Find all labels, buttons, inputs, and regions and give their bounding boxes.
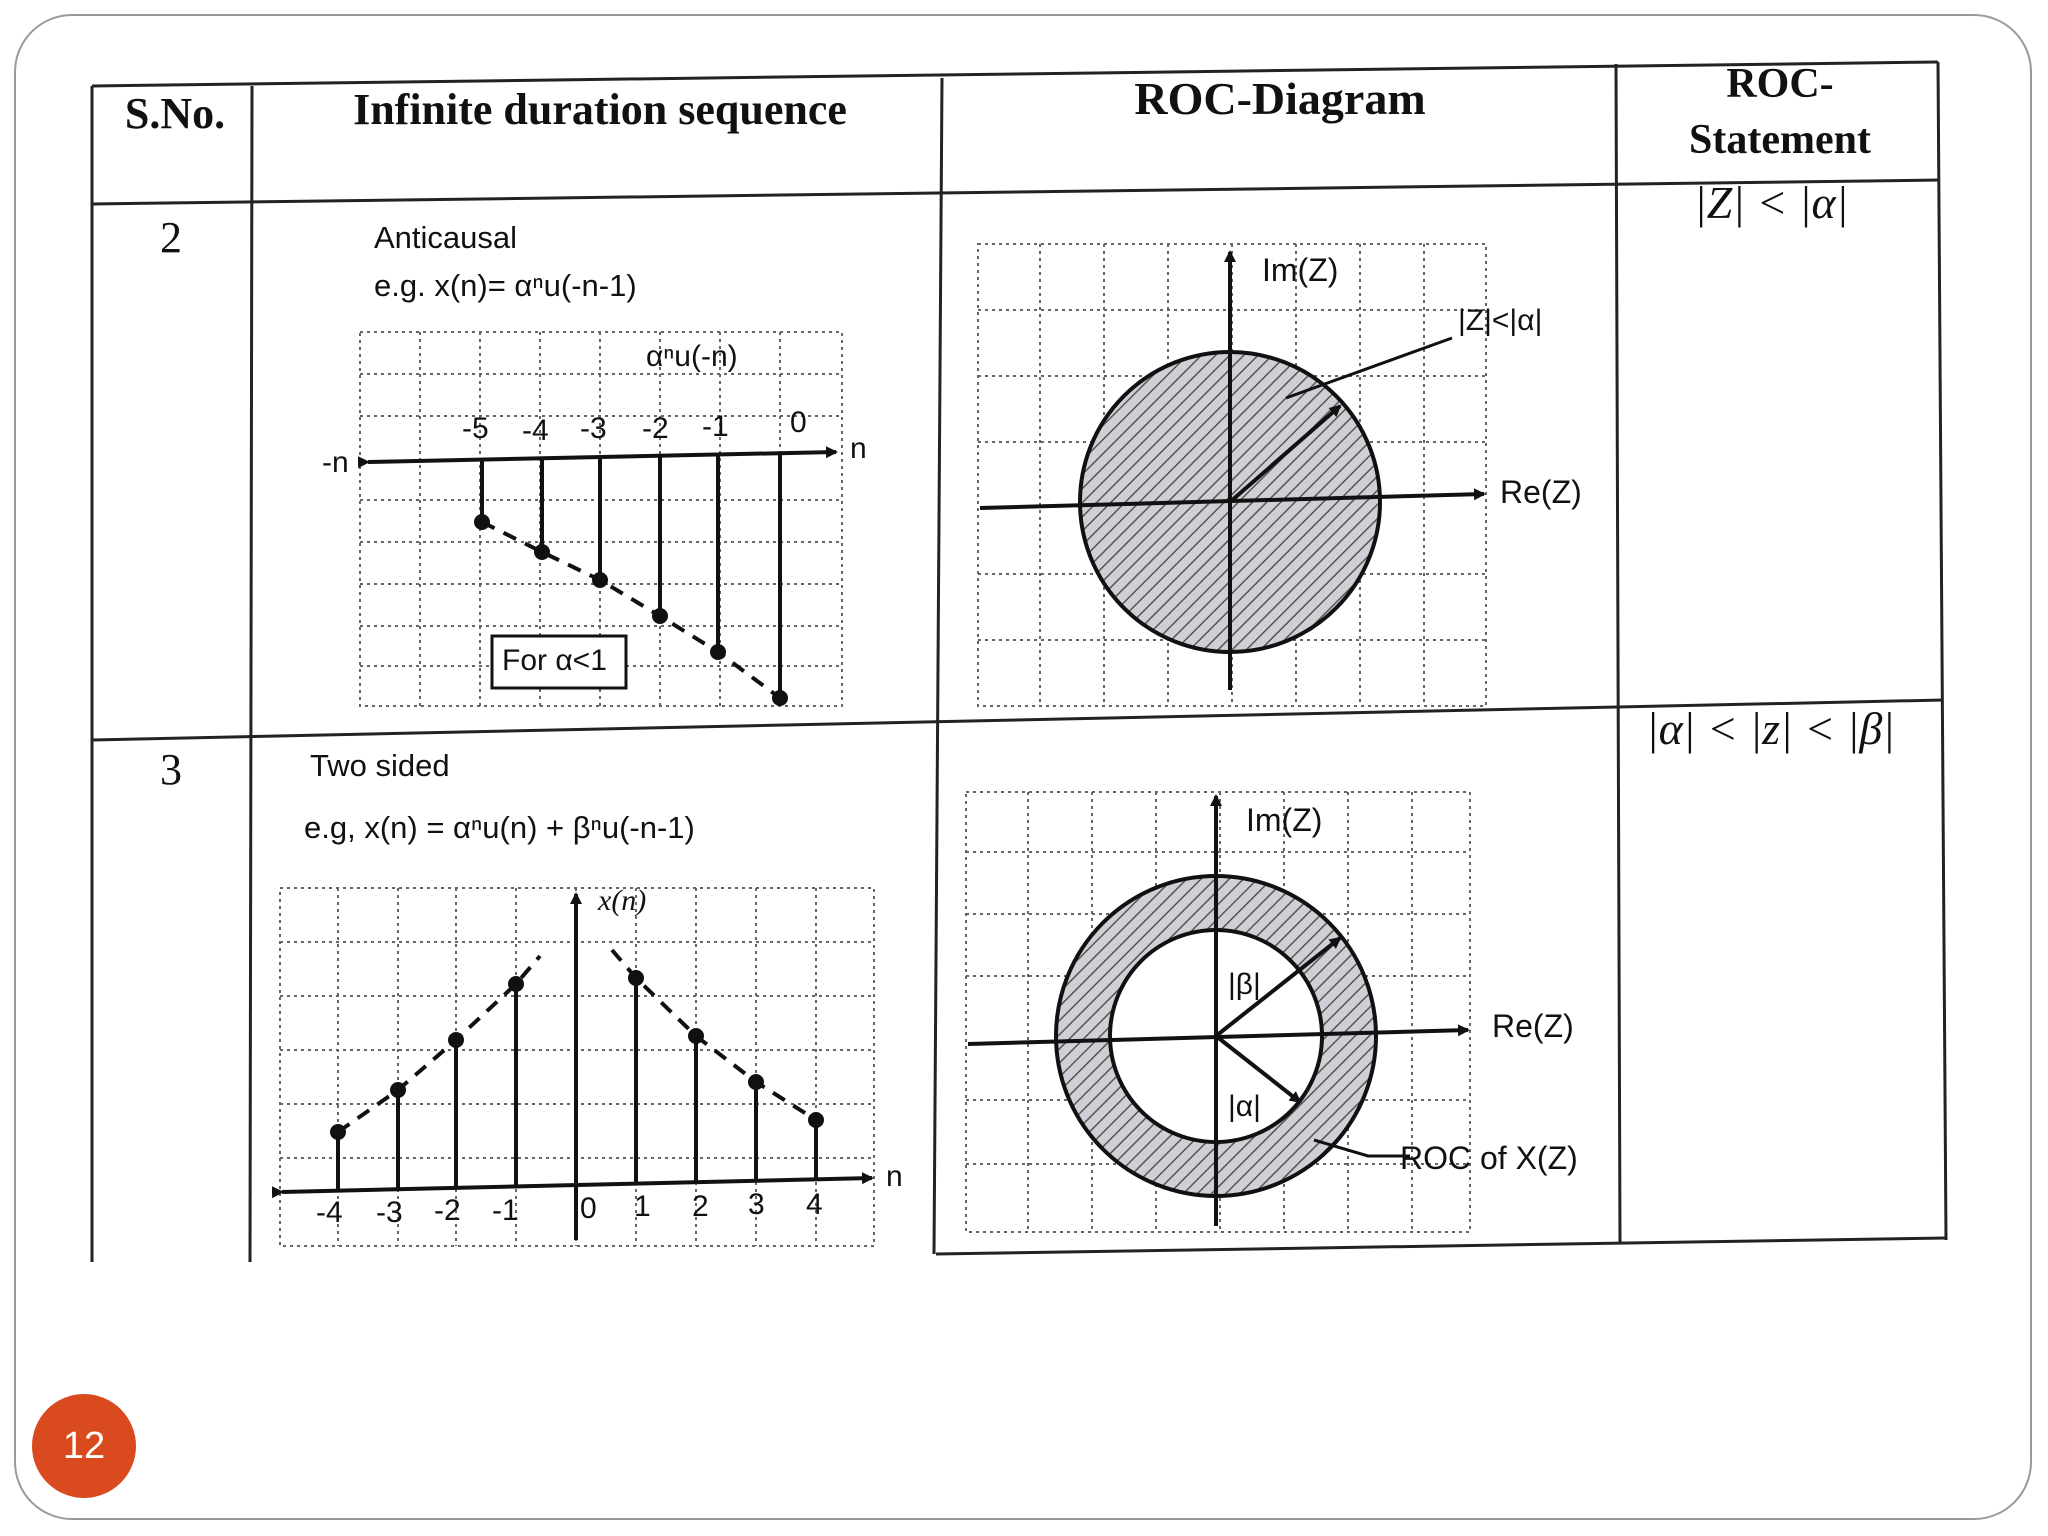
row3-tick-m4: -4 bbox=[316, 1196, 343, 1229]
row3-tick-2: 2 bbox=[692, 1190, 709, 1223]
header-roc-statement-line1: ROC- bbox=[1726, 61, 1834, 107]
row2-radius-label: |Z|<|α| bbox=[1458, 304, 1543, 337]
header-roc-statement-line2: Statement bbox=[1689, 117, 1871, 163]
row2-statement: |Z| < |α| bbox=[1694, 177, 1849, 228]
header-sno: S.No. bbox=[124, 89, 226, 138]
row3-tick-m2: -2 bbox=[434, 1194, 461, 1227]
row2-tick-0: 0 bbox=[790, 406, 807, 439]
row2-signal-label: αⁿu(-n) bbox=[646, 340, 738, 373]
row2-im-label: Im(Z) bbox=[1262, 252, 1339, 288]
row3-example: e.g, x(n) = αⁿu(n) + βⁿu(-n-1) bbox=[304, 810, 695, 845]
row3-signal-label: x(n) bbox=[598, 884, 647, 917]
row3-alpha-label: |α| bbox=[1228, 1090, 1261, 1123]
row2-sno: 2 bbox=[160, 213, 182, 262]
row3-tick-m3: -3 bbox=[376, 1196, 403, 1229]
header-roc-diagram: ROC-Diagram bbox=[1134, 73, 1426, 124]
row3-type: Two sided bbox=[310, 748, 450, 783]
row2-tick-m1: -1 bbox=[702, 410, 729, 443]
row3-statement: |α| < |z| < |β| bbox=[1646, 703, 1895, 754]
row3-axis-right-label: n bbox=[886, 1160, 903, 1193]
row3-tick-0: 0 bbox=[580, 1192, 597, 1225]
row2-tick-m4: -4 bbox=[522, 414, 549, 447]
table-grid bbox=[90, 60, 1948, 1263]
row2-axis-right-label: n bbox=[850, 432, 867, 465]
row3-tick-m1: -1 bbox=[492, 1194, 519, 1227]
row3-tick-3: 3 bbox=[748, 1188, 765, 1221]
row3-re-label: Re(Z) bbox=[1492, 1008, 1574, 1044]
row2-axis-left-label: -n bbox=[322, 446, 349, 479]
row3-im-label: Im(Z) bbox=[1246, 802, 1323, 838]
row2-tick-m5: -5 bbox=[462, 412, 489, 445]
row2-tick-m2: -2 bbox=[642, 412, 669, 445]
header-sequence: Infinite duration sequence bbox=[353, 85, 847, 134]
row3-tick-4: 4 bbox=[806, 1188, 823, 1221]
row2-type: Anticausal bbox=[374, 220, 518, 255]
row3-tick-1: 1 bbox=[634, 1190, 651, 1223]
row3-sno: 3 bbox=[160, 745, 182, 794]
roc-table: S.No. Infinite duration sequence ROC-Dia… bbox=[90, 60, 1948, 1263]
row3-beta-label: |β| bbox=[1228, 968, 1261, 1001]
row2-re-label: Re(Z) bbox=[1500, 474, 1582, 510]
page-number-badge: 12 bbox=[32, 1394, 136, 1498]
row2-tick-m3: -3 bbox=[580, 412, 607, 445]
row3-roc-label: ROC of X(Z) bbox=[1400, 1140, 1578, 1176]
row2-example: e.g. x(n)= αⁿu(-n-1) bbox=[374, 268, 637, 303]
row2-note: For α<1 bbox=[502, 644, 607, 677]
